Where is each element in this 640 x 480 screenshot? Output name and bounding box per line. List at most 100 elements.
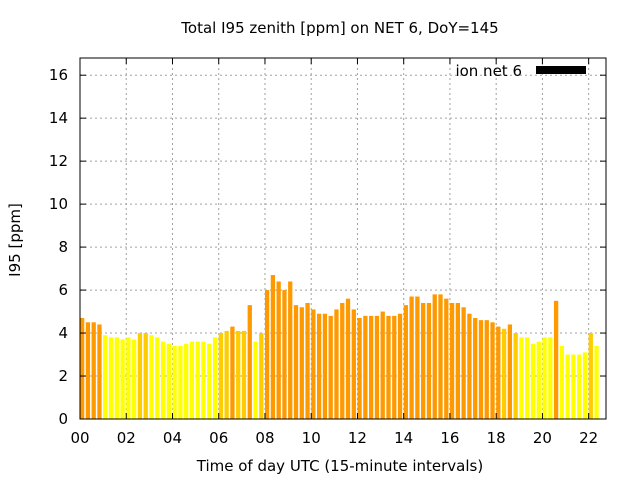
bar	[172, 345, 177, 419]
axis-ticks	[79, 58, 606, 420]
bar	[519, 337, 524, 419]
bar	[403, 305, 408, 419]
bar	[276, 281, 281, 419]
bar	[548, 337, 553, 419]
chart-title: Total I95 zenith [ppm] on NET 6, DoY=145	[180, 19, 498, 37]
x-tick-label: 14	[394, 429, 413, 447]
x-tick-label: 08	[255, 429, 274, 447]
bar	[212, 337, 218, 419]
bar	[85, 322, 91, 419]
bar	[397, 313, 403, 419]
legend: ion net 6	[455, 62, 586, 80]
bar	[195, 341, 200, 419]
y-tick-label: 6	[58, 281, 68, 299]
bar	[513, 333, 518, 419]
bar	[247, 305, 252, 419]
bar	[288, 281, 293, 419]
x-tick-label: 10	[302, 429, 321, 447]
x-tick-label: 18	[487, 429, 506, 447]
legend-label: ion net 6	[455, 62, 522, 80]
y-tick-label: 0	[58, 410, 68, 428]
bar	[316, 313, 322, 419]
bar	[467, 313, 472, 419]
x-tick-label: 22	[579, 429, 598, 447]
x-tick-label: 04	[163, 429, 182, 447]
bar	[496, 326, 501, 419]
bar	[103, 335, 108, 419]
bar	[259, 333, 264, 419]
bar	[126, 337, 131, 419]
bar	[293, 305, 299, 419]
bar	[374, 315, 380, 419]
bar	[230, 326, 235, 419]
bar	[160, 341, 166, 419]
bar-series	[80, 275, 599, 419]
bar	[166, 343, 171, 419]
bar	[311, 309, 316, 419]
bar	[536, 341, 541, 419]
x-axis-label: Time of day UTC (15-minute intervals)	[196, 457, 483, 475]
bar	[461, 307, 466, 419]
bar	[270, 275, 276, 419]
bar	[594, 345, 599, 419]
bar	[253, 341, 258, 419]
bar	[455, 302, 460, 419]
bar	[351, 309, 356, 419]
bar	[363, 315, 368, 419]
x-tick-label: 00	[70, 429, 89, 447]
bar	[155, 337, 160, 419]
bar	[108, 337, 114, 419]
bar	[553, 300, 559, 419]
bar	[432, 294, 437, 419]
bar	[426, 302, 432, 419]
bar	[345, 298, 351, 419]
bar	[501, 328, 507, 419]
y-tick-label: 10	[49, 195, 68, 213]
bar	[386, 315, 391, 419]
bar	[132, 339, 137, 419]
y-tick-label: 4	[58, 324, 68, 342]
bar	[490, 322, 495, 419]
bar	[444, 298, 449, 419]
bar	[484, 320, 489, 419]
x-tick-label: 06	[209, 429, 228, 447]
bar	[582, 352, 588, 419]
x-tick-labels: 00 02 04 06 08 10 12 14 16 18 20 22	[70, 429, 598, 447]
bar	[91, 322, 96, 419]
bar	[357, 318, 362, 419]
bar	[97, 324, 102, 419]
bar	[218, 333, 224, 419]
bar	[369, 315, 374, 419]
y-tick-label: 8	[58, 238, 68, 256]
y-tick-labels: 0 2 4 6 8 10 12 14 16	[49, 66, 68, 428]
bar	[224, 330, 229, 419]
bar	[184, 343, 189, 419]
bar	[305, 302, 310, 419]
bar	[340, 302, 345, 419]
bar	[207, 343, 212, 419]
bar	[264, 290, 270, 419]
plot-frame	[79, 57, 607, 420]
bar	[473, 318, 478, 419]
bar	[421, 302, 426, 419]
x-tick-label: 16	[440, 429, 459, 447]
x-tick-label: 02	[117, 429, 136, 447]
bar	[241, 330, 247, 419]
bar	[380, 311, 385, 419]
bar	[588, 333, 593, 419]
y-tick-label: 14	[49, 109, 68, 127]
bar	[178, 345, 183, 419]
x-tick-label: 12	[348, 429, 367, 447]
y-axis-label: I95 [ppm]	[6, 203, 24, 277]
bar	[282, 290, 287, 419]
bar	[415, 296, 420, 419]
bar	[322, 313, 328, 419]
bar	[449, 302, 455, 419]
y-tick-label: 16	[49, 66, 68, 84]
bar	[507, 324, 513, 419]
bar	[149, 335, 154, 419]
bar	[236, 330, 241, 419]
y-tick-label: 2	[58, 367, 68, 385]
bar	[143, 333, 148, 419]
